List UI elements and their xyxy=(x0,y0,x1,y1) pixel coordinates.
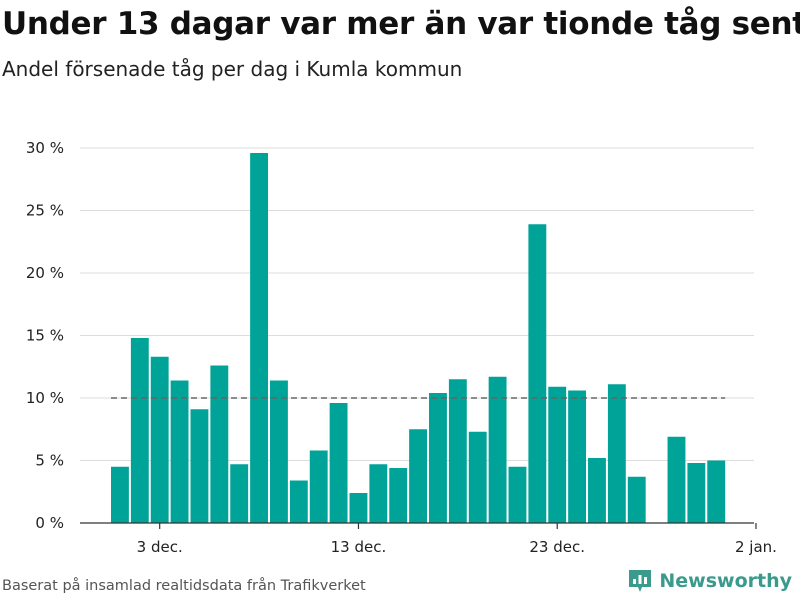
bar xyxy=(627,476,646,523)
bars xyxy=(111,153,726,523)
y-tick-label: 30 % xyxy=(26,139,64,157)
x-tick-label: 23 dec. xyxy=(529,538,585,556)
y-tick-label: 0 % xyxy=(35,514,64,532)
bar xyxy=(528,224,547,523)
bar xyxy=(230,464,249,523)
y-tick-label: 15 % xyxy=(26,327,64,345)
x-tick-label: 2 jan. xyxy=(735,538,777,556)
bar xyxy=(707,460,726,523)
y-tick-label: 10 % xyxy=(26,389,64,407)
bar xyxy=(448,379,467,523)
chart-subtitle: Andel försenade tåg per dag i Kumla komm… xyxy=(2,57,463,81)
bar xyxy=(289,480,308,523)
chart-title: Under 13 dagar var mer än var tionde tåg… xyxy=(2,6,800,42)
bar xyxy=(508,466,527,523)
bar xyxy=(488,376,507,523)
y-tick-label: 25 % xyxy=(26,202,64,220)
brand-name: Newsworthy xyxy=(659,570,792,592)
bar xyxy=(607,384,626,523)
bar xyxy=(309,450,328,523)
brand-logo[interactable]: Newsworthy xyxy=(627,568,792,594)
bar xyxy=(429,393,447,523)
bar xyxy=(568,390,587,523)
source-note: Baserat på insamlad realtidsdata från Tr… xyxy=(2,578,366,594)
newsworthy-logo-icon xyxy=(629,570,652,592)
bar xyxy=(270,380,288,523)
bar xyxy=(130,338,149,523)
y-tick-label: 5 % xyxy=(35,452,64,470)
bar xyxy=(687,463,706,523)
bar xyxy=(349,493,368,523)
bar xyxy=(548,386,567,523)
x-tick-label: 3 dec. xyxy=(137,538,183,556)
y-tick-label: 20 % xyxy=(26,264,64,282)
bar xyxy=(150,356,169,523)
bar xyxy=(170,380,189,523)
bar xyxy=(468,431,487,523)
bar xyxy=(409,429,428,523)
bar xyxy=(111,466,129,523)
bar xyxy=(329,403,348,523)
bar xyxy=(210,365,229,523)
bar xyxy=(667,436,686,523)
bar xyxy=(250,153,269,523)
bar xyxy=(369,464,388,523)
bar xyxy=(588,458,606,523)
bar xyxy=(389,468,408,523)
bar xyxy=(190,409,209,523)
x-tick-label: 13 dec. xyxy=(331,538,387,556)
x-axis xyxy=(80,522,757,529)
y-axis-labels: 0 % 5 % 10 % 15 % 20 % 25 % 30 % xyxy=(26,139,64,532)
x-axis-labels: 3 dec. 13 dec. 23 dec. 2 jan. xyxy=(137,538,777,556)
